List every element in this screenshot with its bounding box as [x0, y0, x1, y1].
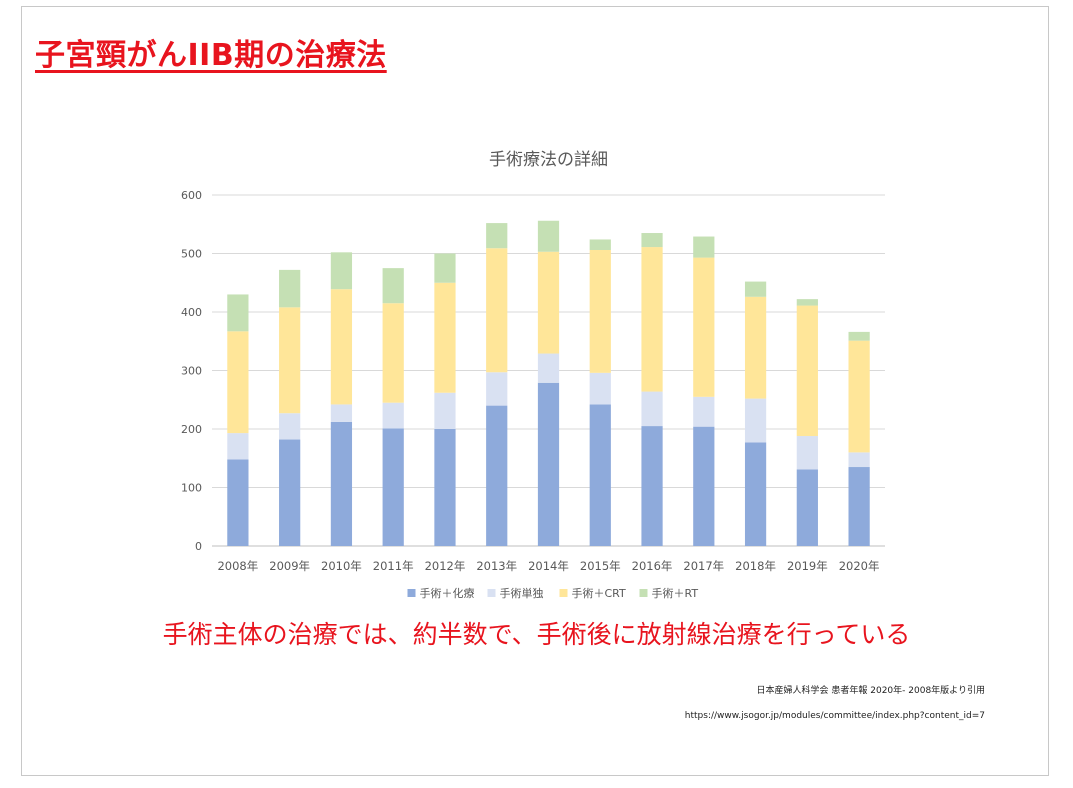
- stacked-bar-chart: 手術療法の詳細 0 100 200 300 400 500 600 2008年 2009年 2010…: [150, 135, 900, 610]
- bar-segment: [330, 289, 353, 405]
- x-tick-label: 2011年: [373, 559, 414, 573]
- bar-segment: [382, 303, 404, 403]
- bar-segment: [537, 353, 560, 383]
- x-tick-label: 2015年: [580, 559, 621, 573]
- bar-segment: [537, 220, 560, 252]
- legend-label: 手術＋CRT: [572, 586, 627, 600]
- bar-segment: [744, 281, 767, 297]
- conclusion-text: 手術主体の治療では、約半数で、手術後に放射線治療を行っている: [162, 620, 911, 649]
- x-tick-label: 2010年: [321, 559, 362, 573]
- chart-svg: 手術療法の詳細 0 100 200 300 400 500 600 2008年 2009年 2010…: [181, 150, 885, 600]
- bar-segment: [796, 305, 818, 437]
- slide-title: 子宮頸がんIIB期の治療法: [35, 38, 387, 73]
- y-tick-label: 0: [195, 540, 202, 553]
- legend-swatch: [487, 589, 496, 597]
- y-tick-label: 500: [181, 248, 202, 261]
- bar-segment: [434, 253, 456, 283]
- bar-segment: [537, 382, 560, 546]
- bar-segment: [330, 421, 353, 546]
- y-tick-label: 200: [181, 423, 202, 436]
- bar-segment: [382, 402, 404, 429]
- x-tick-label: 2008年: [217, 559, 258, 573]
- bar-segment: [330, 404, 353, 422]
- bar-segment: [641, 233, 663, 248]
- bar-segment: [693, 396, 715, 427]
- bar-segment: [227, 433, 249, 460]
- bar-segment: [589, 249, 611, 373]
- bar-segment: [227, 294, 249, 332]
- bar-segment: [434, 392, 456, 429]
- bar-segment: [382, 268, 404, 304]
- bar-segment: [796, 299, 818, 306]
- bar-segment: [693, 426, 715, 546]
- bar-segment: [330, 252, 353, 290]
- x-tick-label: 2009年: [269, 559, 310, 573]
- y-tick-label: 600: [181, 189, 202, 202]
- bar-segment: [848, 467, 870, 546]
- bar-segment: [227, 459, 249, 546]
- x-tick-label: 2017年: [683, 559, 724, 573]
- bar-segment: [537, 251, 560, 354]
- bar-segment: [486, 372, 508, 406]
- bar-segment: [486, 405, 508, 546]
- slide: [21, 6, 1049, 776]
- bar-segment: [279, 439, 301, 546]
- bar-segment: [279, 269, 301, 308]
- x-tick-label: 2019年: [787, 559, 828, 573]
- bar-segment: [641, 391, 663, 427]
- x-tick-label: 2012年: [425, 559, 466, 573]
- x-tick-label: 2013年: [476, 559, 517, 573]
- bar-segment: [693, 257, 715, 397]
- source-reference: 日本産婦人科学会 患者年報 2020年- 2008年版より引用: [756, 686, 985, 696]
- bar-segment: [589, 372, 611, 405]
- legend-swatch: [559, 589, 568, 597]
- y-tick-label: 400: [181, 306, 202, 319]
- x-tick-label: 2014年: [528, 559, 569, 573]
- bar-segment: [744, 442, 767, 546]
- bar-segment: [279, 307, 301, 414]
- y-tick-label: 100: [181, 482, 202, 495]
- legend-label: 手術＋化療: [420, 586, 475, 600]
- bar-segment: [744, 398, 767, 443]
- legend-swatch: [407, 589, 416, 597]
- bar-segment: [486, 223, 508, 249]
- bar-segment: [434, 282, 456, 393]
- bar-segment: [693, 236, 715, 258]
- bar-segment: [589, 239, 611, 250]
- bar-segment: [589, 404, 611, 546]
- bar-segment: [744, 296, 767, 399]
- chart-title: 手術療法の詳細: [489, 150, 608, 170]
- x-tick-label: 2018年: [735, 559, 776, 573]
- y-tick-label: 300: [181, 365, 202, 378]
- bar-segment: [848, 452, 870, 468]
- source-url: https://www.jsogor.jp/modules/committee/…: [684, 711, 985, 721]
- bar-segment: [641, 247, 663, 392]
- bar-segment: [848, 340, 870, 453]
- bar-segment: [796, 436, 818, 470]
- bar-segment: [227, 331, 249, 434]
- x-tick-label: 2016年: [632, 559, 673, 573]
- legend-label: 手術＋RT: [652, 586, 699, 600]
- x-tick-label: 2020年: [839, 559, 880, 573]
- bar-segment: [279, 413, 301, 440]
- legend-swatch: [639, 589, 648, 597]
- bar-segment: [486, 248, 508, 373]
- bar-segment: [796, 469, 818, 546]
- bar-segment: [434, 429, 456, 546]
- bar-segment: [848, 331, 870, 341]
- legend-label: 手術単独: [500, 586, 544, 600]
- bar-segment: [382, 428, 404, 546]
- bar-segment: [641, 426, 663, 546]
